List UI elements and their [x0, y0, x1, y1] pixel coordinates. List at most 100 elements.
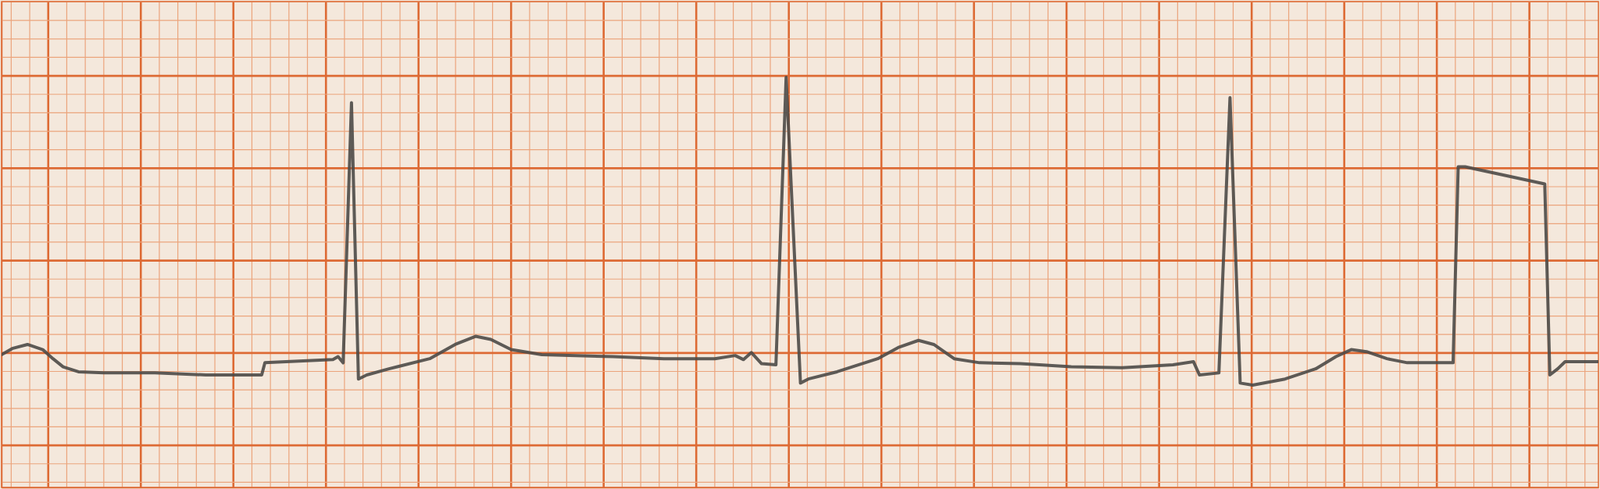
minor-grid-line: [196, 1, 197, 488]
x-grid-tick: [343, 1, 345, 488]
x-grid-tick: [10, 1, 12, 488]
major-grid-line: [417, 1, 420, 488]
x-grid-tick: [1177, 1, 1179, 488]
x-grid-tick: [121, 1, 123, 488]
x-grid-tick: [270, 1, 272, 488]
minor-grid-line: [1307, 1, 1308, 488]
x-grid-tick: [547, 1, 549, 488]
minor-grid-line: [158, 1, 160, 488]
x-grid-tick: [528, 1, 530, 488]
minor-grid-line: [992, 1, 993, 488]
minor-grid-line: [1, 204, 1599, 206]
y-grid-tick: [1, 75, 1599, 77]
y-grid-tick: [1, 296, 1599, 298]
minor-grid-line: [362, 1, 364, 488]
minor-grid-line: [936, 1, 938, 488]
x-grid-tick: [1417, 1, 1419, 488]
minor-grid-line: [1195, 1, 1197, 488]
major-grid-line: [1, 444, 1599, 447]
x-grid-tick: [400, 1, 401, 488]
minor-grid-line: [1325, 1, 1326, 488]
x-grid-tick: [1381, 1, 1383, 488]
x-grid-tick: [436, 1, 438, 488]
minor-grid-line: [732, 1, 734, 488]
minor-grid-line: [121, 1, 123, 488]
x-grid-tick: [769, 1, 771, 488]
minor-grid-line: [307, 1, 308, 488]
minor-grid-line: [547, 1, 549, 488]
minor-grid-line: [1, 38, 1599, 40]
minor-grid-line: [10, 1, 12, 488]
major-grid-line: [972, 1, 975, 488]
x-grid-tick: [807, 1, 808, 488]
x-grid-tick: [1343, 1, 1345, 488]
major-grid-line: [510, 1, 513, 488]
x-grid-tick: [917, 1, 919, 488]
x-grid-tick: [936, 1, 938, 488]
x-grid-tick: [899, 1, 900, 488]
plot: [1, 1, 1600, 489]
x-grid-tick: [954, 1, 956, 488]
ecg-trace: [1, 77, 1599, 386]
major-grid-line: [602, 1, 605, 488]
x-grid: [2, 1, 1600, 489]
y-grid-tick: [1, 334, 1599, 336]
major-grid-line: [1435, 1, 1439, 488]
x-grid-tick: [1158, 1, 1160, 488]
x-grid-tick: [1269, 1, 1271, 488]
x-grid-tick: [66, 1, 68, 488]
minor-grid-line: [381, 1, 383, 488]
x-grid-tick: [714, 1, 715, 488]
minor-grid-line: [714, 1, 715, 488]
x-grid-tick: [29, 1, 31, 488]
minor-grid-line: [1584, 1, 1586, 488]
minor-grid-line: [214, 1, 215, 488]
y-grid-tick: [1, 204, 1599, 206]
y-grid-tick: [1, 260, 1599, 261]
minor-grid-line: [566, 1, 568, 488]
major-grid-line: [1342, 1, 1346, 488]
minor-grid-line: [343, 1, 345, 488]
minor-grid-line: [1214, 1, 1215, 488]
x-grid-tick: [325, 1, 327, 488]
x-grid-tick: [825, 1, 827, 488]
x-grid-tick: [1325, 1, 1326, 488]
minor-grid-line: [436, 1, 438, 488]
x-grid-tick: [140, 1, 142, 488]
minor-grid-line: [825, 1, 826, 488]
x-grid-tick: [417, 1, 419, 488]
major-grid-line: [880, 1, 883, 488]
x-grid-tick: [1307, 1, 1308, 488]
x-grid-tick: [381, 1, 383, 488]
major-grid-line: [139, 1, 143, 488]
x-grid-tick: [621, 1, 623, 488]
paper-background: [0, 0, 1600, 489]
x-grid-tick: [214, 1, 216, 488]
y-grid-tick: [1, 426, 1599, 428]
major-grid-line: [325, 1, 328, 488]
x-grid-tick: [1362, 1, 1364, 488]
x-grid-tick: [843, 1, 845, 488]
minor-grid-line: [28, 1, 30, 488]
x-grid-tick: [1473, 1, 1475, 488]
minor-grid-line: [1, 223, 1599, 225]
x-grid-tick: [1066, 1, 1068, 488]
minor-grid-line: [658, 1, 660, 488]
x-grid-tick: [881, 1, 883, 488]
y-grid-tick: [1, 482, 1599, 483]
minor-grid-line: [251, 1, 253, 488]
minor-grid-line: [917, 1, 919, 488]
x-grid-tick: [307, 1, 308, 488]
y-grid-tick: [1, 278, 1599, 280]
minor-grid-line: [1139, 1, 1141, 488]
minor-grid-line: [1565, 1, 1567, 488]
minor-grid-line: [807, 1, 808, 488]
y-grid-tick: [1, 445, 1599, 447]
minor-grid-line: [1510, 1, 1511, 488]
minor-grid-line: [1047, 1, 1049, 488]
y-grid-tick: [1, 93, 1599, 95]
x-grid-tick: [862, 1, 864, 488]
x-grid-tick: [1232, 1, 1234, 488]
major-grid-line: [1, 167, 1599, 170]
minor-grid-line: [1, 20, 1599, 22]
